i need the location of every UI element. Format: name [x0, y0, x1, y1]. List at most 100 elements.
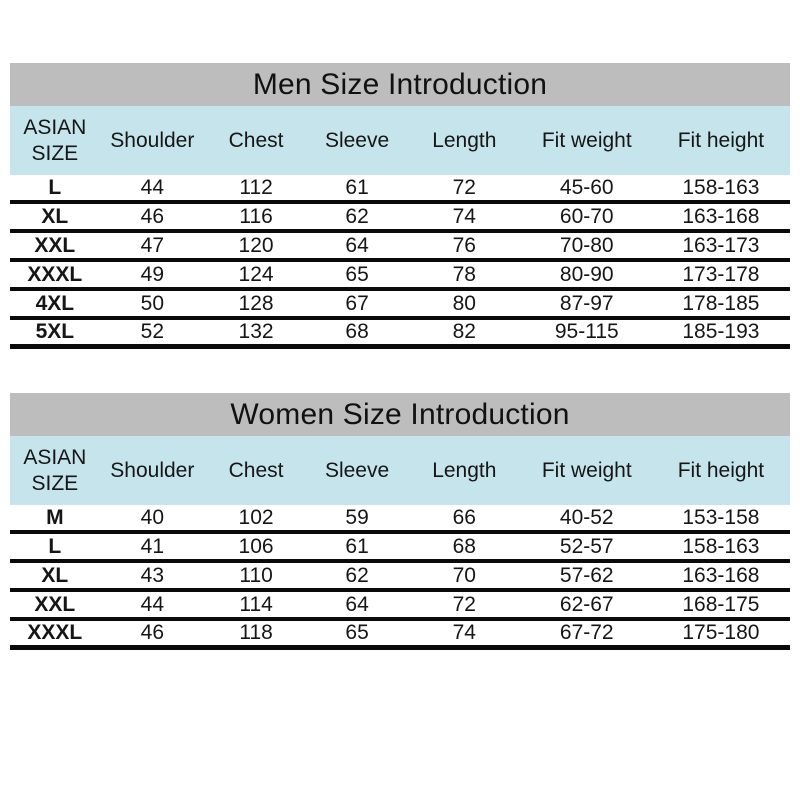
table-cell: 65 [345, 262, 369, 286]
table-cell: 49 [140, 262, 165, 286]
table-cell: 40 [140, 505, 165, 529]
table-cell: 158-163 [682, 175, 760, 199]
column-header-chest: Chest [228, 458, 284, 482]
table-cell: 45-60 [559, 175, 614, 199]
table-cell: 59 [345, 505, 369, 529]
column-header-shoulder: Shoulder [110, 458, 195, 482]
cell-size: XXL [34, 592, 76, 616]
cell-size: L [48, 175, 62, 199]
table-cell: 163-173 [682, 233, 760, 257]
column-header-fit-weight: Fit weight [541, 128, 632, 152]
cell-size: XL [41, 563, 69, 587]
table-cell: 132 [238, 320, 274, 344]
table-cell: 116 [239, 204, 273, 228]
women-header-row: ASIAN SIZE Shoulder Chest Sleeve Length … [10, 436, 790, 505]
table-cell: 68 [452, 534, 476, 558]
table-cell: 114 [239, 592, 273, 616]
column-header-asian-size: ASIAN SIZE [23, 446, 87, 495]
table-cell: 128 [238, 291, 274, 315]
table-cell: 118 [239, 621, 273, 645]
table-cell: 46 [140, 204, 165, 228]
table-cell: 65 [345, 621, 369, 645]
table-cell: 52 [140, 320, 165, 344]
table-cell: 61 [345, 175, 369, 199]
table-cell: 52-57 [559, 534, 614, 558]
table-cell: 47 [140, 233, 165, 257]
table-cell: 46 [140, 621, 165, 645]
table-cell: 70 [452, 563, 476, 587]
table-cell: 110 [239, 563, 273, 587]
table-cell: 62 [345, 204, 369, 228]
table-cell: 74 [452, 621, 476, 645]
table-cell: 72 [452, 592, 476, 616]
column-header-sleeve: Sleeve [324, 128, 390, 152]
column-header-sleeve: Sleeve [324, 458, 390, 482]
table-cell: 76 [452, 233, 476, 257]
table-cell: 57-62 [559, 563, 614, 587]
table-row: 4XL 50 128 67 80 87-97 178-185 [10, 291, 790, 320]
table-cell: 40-52 [559, 505, 614, 529]
women-table-title: Women Size Introduction [10, 393, 790, 436]
table-cell: 120 [238, 233, 274, 257]
table-row: XXXL 46 118 65 74 67-72 175-180 [10, 621, 790, 650]
column-header-fit-height: Fit height [677, 458, 765, 482]
table-cell: 163-168 [682, 563, 760, 587]
table-cell: 124 [238, 262, 274, 286]
column-header-asian-size: ASIAN SIZE [23, 116, 87, 165]
table-cell: 44 [140, 592, 165, 616]
table-row: XXL 47 120 64 76 70-80 163-173 [10, 233, 790, 262]
men-header-row: ASIAN SIZE Shoulder Chest Sleeve Length … [10, 106, 790, 175]
table-row: L 41 106 61 68 52-57 158-163 [10, 534, 790, 563]
men-size-table: Men Size Introduction ASIAN SIZE Shoulde… [10, 63, 790, 349]
table-cell: 87-97 [559, 291, 614, 315]
column-header-fit-weight: Fit weight [541, 458, 632, 482]
table-cell: 64 [345, 233, 369, 257]
table-cell: 80 [452, 291, 476, 315]
table-cell: 175-180 [682, 621, 760, 645]
table-cell: 61 [345, 534, 369, 558]
table-row: M 40 102 59 66 40-52 153-158 [10, 505, 790, 534]
table-cell: 168-175 [682, 592, 760, 616]
table-cell: 102 [238, 505, 274, 529]
cell-size: M [46, 505, 64, 529]
table-cell: 50 [140, 291, 165, 315]
table-cell: 67 [345, 291, 369, 315]
table-cell: 67-72 [559, 621, 614, 645]
table-cell: 185-193 [682, 320, 760, 344]
table-cell: 178-185 [682, 291, 760, 315]
table-cell: 64 [345, 592, 369, 616]
table-cell: 62-67 [559, 592, 614, 616]
women-size-table: Women Size Introduction ASIAN SIZE Shoul… [10, 393, 790, 650]
table-row: XXXL 49 124 65 78 80-90 173-178 [10, 262, 790, 291]
table-row: XL 46 116 62 74 60-70 163-168 [10, 204, 790, 233]
column-header-chest: Chest [228, 128, 284, 152]
column-header-length: Length [432, 128, 497, 152]
table-cell: 60-70 [559, 204, 614, 228]
table-cell: 82 [452, 320, 476, 344]
table-cell: 43 [140, 563, 165, 587]
men-table-title: Men Size Introduction [10, 63, 790, 106]
table-cell: 44 [140, 175, 165, 199]
table-cell: 41 [140, 534, 165, 558]
table-row: XXL 44 114 64 72 62-67 168-175 [10, 592, 790, 621]
table-cell: 74 [452, 204, 476, 228]
table-row: L 44 112 61 72 45-60 158-163 [10, 175, 790, 204]
table-cell: 68 [345, 320, 369, 344]
table-cell: 106 [238, 534, 274, 558]
cell-size: XXL [34, 233, 76, 257]
cell-size: L [48, 534, 62, 558]
cell-size: XXXL [27, 262, 83, 286]
table-cell: 80-90 [559, 262, 614, 286]
column-header-shoulder: Shoulder [110, 128, 195, 152]
table-cell: 112 [239, 175, 273, 199]
column-header-fit-height: Fit height [677, 128, 765, 152]
table-cell: 72 [452, 175, 476, 199]
table-row: XL 43 110 62 70 57-62 163-168 [10, 563, 790, 592]
table-cell: 66 [452, 505, 476, 529]
table-cell: 62 [345, 563, 369, 587]
table-cell: 95-115 [554, 320, 619, 344]
table-cell: 158-163 [682, 534, 760, 558]
column-header-length: Length [432, 458, 497, 482]
table-cell: 153-158 [682, 505, 760, 529]
table-cell: 173-178 [682, 262, 760, 286]
